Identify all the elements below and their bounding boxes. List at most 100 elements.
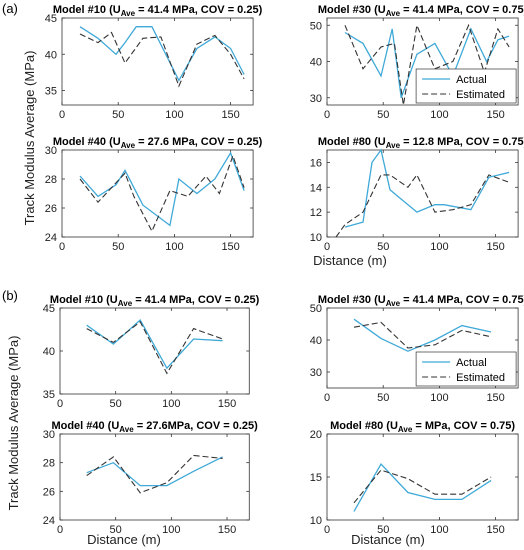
x-tick-label: 100 bbox=[165, 241, 183, 253]
y-tick-label: 50 bbox=[310, 20, 322, 32]
panel-label-b: (b) bbox=[2, 288, 18, 303]
x-tick-label: 0 bbox=[324, 392, 330, 404]
series-estimated-line bbox=[353, 321, 492, 349]
x-tick-label: 150 bbox=[486, 109, 504, 121]
title-subscript: Ave bbox=[386, 141, 401, 150]
title-subscript: Ave bbox=[386, 9, 401, 18]
x-tick-label: 50 bbox=[110, 524, 122, 536]
series-estimated-line bbox=[353, 469, 492, 504]
subplot-title: Model #30 (UAve = 41.4 MPa, COV = 0.75) bbox=[318, 4, 524, 18]
subplot-a40: Model #40 (UAve = 27.6 MPa, COV = 0.25) 0… bbox=[45, 136, 263, 253]
x-tick-label: 100 bbox=[162, 398, 180, 410]
y-tick-label: 28 bbox=[43, 458, 55, 470]
x-tick-label: 50 bbox=[377, 241, 389, 253]
x-tick-label: 150 bbox=[218, 524, 236, 536]
panel-label-a: (a) bbox=[2, 1, 18, 16]
subplot-b40: Model #40 (UAve = 27.6MPa, COV = 0.25) 0 5… bbox=[43, 420, 258, 536]
series-actual-line bbox=[344, 148, 510, 228]
xlabel-a: Distance (m) bbox=[313, 253, 387, 268]
subplot-title: Model #80 (UAve = 12.8 MPa, COV = 0.75) bbox=[318, 136, 524, 150]
y-tick-label: 40 bbox=[310, 335, 322, 347]
legend-actual-label: Actual bbox=[456, 74, 487, 86]
legend-estimated-label: Estimated bbox=[456, 89, 505, 101]
title-text: = 41.4 MPa, COV = 0.75) bbox=[400, 4, 524, 16]
legend-estimated-label: Estimated bbox=[456, 372, 505, 384]
y-tick-label: 16 bbox=[310, 157, 322, 169]
title-subscript: Ave bbox=[121, 141, 136, 150]
series-estimated-line bbox=[86, 320, 223, 375]
ylabel-a: Track Modulus Average (MPa) bbox=[22, 51, 37, 226]
y-tick-label: 28 bbox=[45, 174, 57, 186]
x-tick-label: 150 bbox=[221, 241, 239, 253]
subplot-title: Model #40 (UAve = 27.6 MPa, COV = 0.25) bbox=[53, 136, 263, 150]
x-tick-label: 150 bbox=[486, 241, 504, 253]
legend-actual-label: Actual bbox=[456, 357, 487, 369]
x-tick-label: 150 bbox=[218, 398, 236, 410]
y-tick-label: 26 bbox=[45, 203, 57, 215]
y-tick-label: 30 bbox=[45, 145, 57, 157]
ylabel-b: Track Modulus Average (MPa) bbox=[6, 336, 21, 511]
subplot-title: Model #10 (UAve = 41.4 MPa, COV = 0.25) bbox=[50, 294, 260, 308]
series-estimated-line bbox=[86, 454, 223, 494]
x-tick-label: 100 bbox=[165, 109, 183, 121]
x-tick-label: 0 bbox=[57, 398, 63, 410]
title-text: Model #80 (U bbox=[330, 420, 398, 432]
subplot-a30: Model #30 (UAve = 41.4 MPa, COV = 0.75) 0… bbox=[310, 4, 524, 121]
legend-box bbox=[415, 351, 517, 387]
title-subscript: Ave bbox=[118, 299, 133, 308]
subplot-title: Model #30 (UAve = 41.4 MPa, COV = 0.75) bbox=[318, 294, 524, 308]
title-text: = 27.6MPa, COV = 0.25) bbox=[134, 420, 258, 432]
series-estimated-line bbox=[79, 154, 245, 233]
x-tick-label: 100 bbox=[430, 392, 448, 404]
x-tick-label: 150 bbox=[486, 524, 504, 536]
y-tick-label: 45 bbox=[45, 13, 57, 25]
x-tick-label: 0 bbox=[324, 524, 330, 536]
y-tick-label: 45 bbox=[43, 303, 55, 315]
y-tick-label: 35 bbox=[43, 389, 55, 401]
y-tick-label: 10 bbox=[310, 232, 322, 244]
title-text: Model #40 (U bbox=[51, 420, 119, 432]
x-tick-label: 100 bbox=[162, 524, 180, 536]
y-tick-label: 10 bbox=[310, 515, 322, 527]
series-estimated-line bbox=[344, 23, 510, 106]
title-subscript: Ave bbox=[398, 425, 413, 434]
y-tick-label: 30 bbox=[43, 429, 55, 441]
y-tick-label: 15 bbox=[310, 472, 322, 484]
y-tick-label: 12 bbox=[310, 207, 322, 219]
title-text: Model #80 (U bbox=[318, 136, 386, 148]
series-actual-line bbox=[79, 26, 245, 82]
y-tick-label: 40 bbox=[310, 57, 322, 69]
axes-box bbox=[326, 149, 519, 238]
title-text: = 12.8 MPa, COV = 0.75) bbox=[400, 136, 524, 148]
x-tick-label: 0 bbox=[59, 109, 65, 121]
title-text: = 27.6 MPa, COV = 0.25) bbox=[135, 136, 263, 148]
xlabel-b-left: Distance (m) bbox=[87, 532, 161, 547]
axes-box bbox=[61, 17, 254, 106]
x-tick-label: 100 bbox=[430, 524, 448, 536]
x-tick-label: 100 bbox=[430, 241, 448, 253]
subplot-a80: Model #80 (UAve = 12.8 MPa, COV = 0.75) 0… bbox=[310, 136, 524, 253]
series-estimated-line bbox=[335, 173, 510, 238]
title-subscript: Ave bbox=[121, 9, 136, 18]
x-tick-label: 100 bbox=[430, 109, 448, 121]
y-tick-label: 40 bbox=[45, 49, 57, 61]
y-tick-label: 30 bbox=[310, 93, 322, 105]
title-text: = 41.4 MPa, COV = 0.25) bbox=[132, 294, 260, 306]
subplot-title: Model #10 (UAve = 41.4 MPa, COV = 0.25) bbox=[53, 4, 263, 18]
y-tick-label: 35 bbox=[45, 86, 57, 98]
y-tick-label: 20 bbox=[310, 429, 322, 441]
series-actual-line bbox=[86, 456, 223, 487]
title-text: Model #10 (U bbox=[50, 294, 118, 306]
title-text: = 41.4 MPa, COV = 0.75) bbox=[400, 294, 524, 306]
x-tick-label: 50 bbox=[377, 524, 389, 536]
axes-box bbox=[59, 433, 250, 521]
series-actual-line bbox=[86, 318, 223, 370]
subplot-title: Model #80 (UAve = MPa, COV = 0.75) bbox=[330, 420, 515, 434]
subplots: Model #10 (UAve = 41.4 MPa, COV = 0.25)0… bbox=[43, 4, 524, 536]
x-tick-label: 0 bbox=[59, 241, 65, 253]
axes-box bbox=[326, 433, 519, 521]
axes-box bbox=[59, 307, 250, 395]
title-text: Model #30 (U bbox=[318, 294, 386, 306]
series-actual-line bbox=[353, 463, 492, 512]
subplot-b30: Model #30 (UAve = 41.4 MPa, COV = 0.75) 0… bbox=[310, 294, 524, 404]
